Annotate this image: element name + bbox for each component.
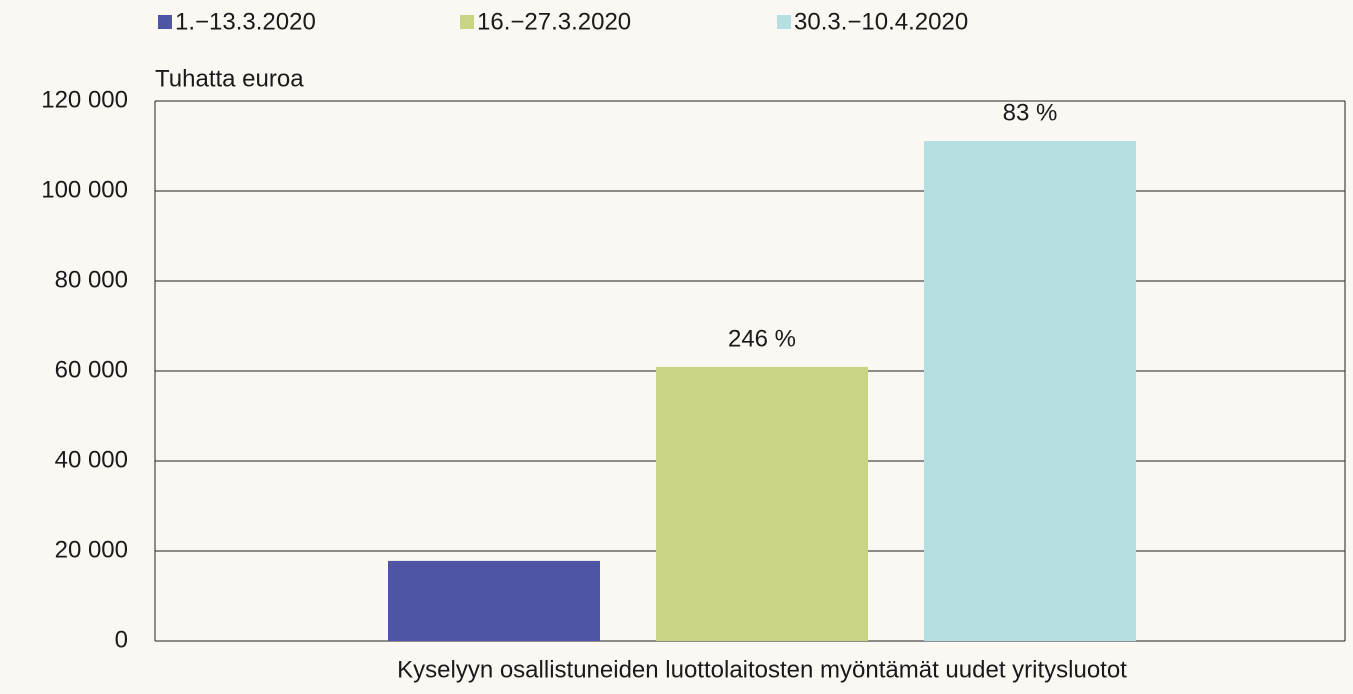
y-tick-label: 60 000 <box>55 356 128 383</box>
x-tick-label: Kyselyyn osallistuneiden luottolaitosten… <box>397 656 1127 683</box>
y-tick-label: 0 <box>115 626 128 653</box>
legend-swatch <box>460 15 474 29</box>
legend-label: 1.−13.3.2020 <box>175 8 316 35</box>
bar-annotation: 83 % <box>1003 99 1058 126</box>
legend-swatch <box>777 15 791 29</box>
y-tick-label: 120 000 <box>41 86 128 113</box>
bar <box>656 366 868 641</box>
bar-annotation: 246 % <box>728 325 796 352</box>
y-tick-label: 80 000 <box>55 266 128 293</box>
y-tick-label: 100 000 <box>41 176 128 203</box>
y-tick-label: 20 000 <box>55 536 128 563</box>
y-axis-label: Tuhatta euroa <box>155 65 304 92</box>
legend-label: 30.3.−10.4.2020 <box>794 8 968 35</box>
bar <box>388 560 600 641</box>
legend-swatch <box>158 15 172 29</box>
bar <box>924 141 1136 642</box>
y-tick-label: 40 000 <box>55 446 128 473</box>
legend-label: 16.−27.3.2020 <box>477 8 631 35</box>
